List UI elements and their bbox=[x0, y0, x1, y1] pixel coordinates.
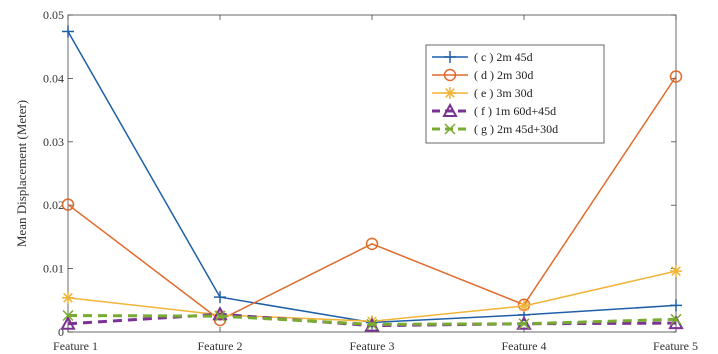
marker-stroke bbox=[214, 310, 226, 322]
series-4 bbox=[62, 309, 682, 330]
axes: 0 0.01 0.02 0.03 0.04 0.05 Feature 1 Feature 2 F… bbox=[14, 8, 698, 353]
marker-stroke bbox=[445, 88, 455, 98]
marker-circle bbox=[365, 237, 379, 251]
marker-stroke bbox=[671, 266, 681, 276]
marker-stroke bbox=[366, 318, 378, 330]
series-line bbox=[67, 76, 677, 321]
legend-item: ( e ) 3m 30d bbox=[432, 86, 533, 100]
data-point bbox=[669, 70, 683, 83]
data-point bbox=[62, 309, 74, 322]
y-tick-label: 0.04 bbox=[43, 71, 64, 85]
data-point bbox=[444, 87, 456, 99]
x-tick-label: Feature 2 bbox=[198, 339, 243, 353]
legend-label: ( g ) 2m 45d+30d bbox=[474, 122, 558, 136]
data-point bbox=[214, 291, 226, 304]
data-point bbox=[670, 265, 682, 278]
y-tick-label: 0.02 bbox=[43, 198, 64, 212]
series-line bbox=[67, 270, 677, 322]
data-point bbox=[62, 25, 74, 38]
x-tick-label: Feature 5 bbox=[653, 339, 698, 353]
y-tick-label: 0.01 bbox=[43, 262, 64, 276]
marker-stroke bbox=[670, 313, 682, 325]
data-point bbox=[214, 310, 226, 322]
legend-item: ( g ) 2m 45d+30d bbox=[432, 122, 558, 136]
legend-item: ( c ) 2m 45d bbox=[432, 50, 533, 64]
y-tick-label: 0.05 bbox=[43, 8, 64, 22]
x-tick-label: Feature 4 bbox=[502, 339, 547, 353]
data-point bbox=[62, 291, 74, 304]
legend-label: ( f ) 1m 60d+45d bbox=[474, 104, 556, 118]
marker-stroke bbox=[63, 292, 73, 303]
y-tick-label: 0.03 bbox=[43, 135, 64, 149]
data-point bbox=[443, 68, 457, 82]
legend-item: ( f ) 1m 60d+45d bbox=[432, 102, 556, 118]
legend-item: ( d ) 2m 30d bbox=[432, 68, 533, 82]
data-point bbox=[670, 313, 682, 325]
marker-stroke bbox=[519, 301, 529, 311]
marker-circle bbox=[669, 70, 683, 83]
data-point bbox=[670, 299, 682, 312]
x-tick-label: Feature 1 bbox=[53, 339, 98, 353]
data-point bbox=[366, 318, 378, 330]
data-point bbox=[60, 315, 76, 330]
marker-triangle bbox=[442, 102, 458, 117]
legend-box bbox=[425, 44, 605, 144]
y-tick-label: 0 bbox=[58, 325, 64, 339]
series-layer bbox=[60, 25, 684, 332]
marker-triangle bbox=[60, 315, 76, 330]
data-point bbox=[442, 102, 458, 117]
legend-label: ( e ) 3m 30d bbox=[474, 86, 533, 100]
marker-stroke bbox=[444, 123, 456, 135]
marker-circle bbox=[61, 198, 75, 211]
data-point bbox=[444, 123, 456, 135]
marker-stroke bbox=[62, 309, 74, 322]
data-point bbox=[444, 51, 456, 63]
data-point bbox=[365, 237, 379, 251]
data-point bbox=[518, 318, 530, 330]
y-axis-title: Mean Displacement (Meter) bbox=[14, 100, 29, 247]
marker-circle bbox=[443, 68, 457, 82]
marker-stroke bbox=[518, 318, 530, 330]
data-point bbox=[61, 198, 75, 211]
legend-label: ( c ) 2m 45d bbox=[474, 50, 533, 64]
data-point bbox=[518, 300, 530, 313]
legend: ( c ) 2m 45d ( d ) 2m 30d ( e ) 3m 30d ( f … bbox=[425, 44, 605, 144]
x-tick-label: Feature 3 bbox=[350, 339, 395, 353]
legend-label: ( d ) 2m 30d bbox=[474, 68, 533, 82]
